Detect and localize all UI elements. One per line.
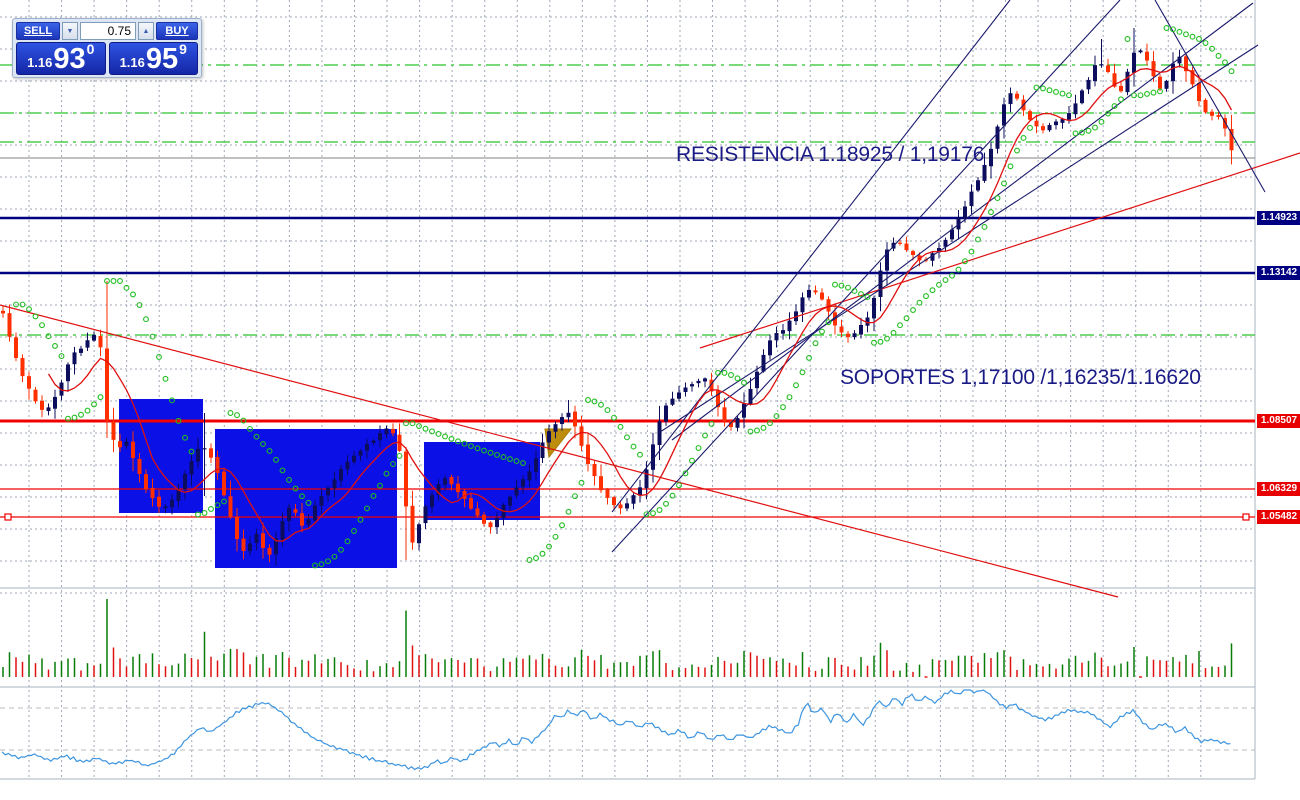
buy-price-button[interactable]: 1.16 95 9	[108, 41, 198, 75]
parabolic-sar-dots	[13, 25, 1235, 569]
line-handles	[4, 513, 1250, 521]
triangle-marker[interactable]	[544, 428, 573, 459]
buy-price-sup: 9	[179, 41, 187, 57]
candles	[1, 28, 1234, 566]
buy-price-base: 1.16	[119, 55, 145, 70]
volume-input[interactable]	[80, 22, 136, 40]
price-level-label: 1.08507	[1257, 414, 1300, 428]
one-click-trade-panel: SELL ▼ ▲ BUY 1.16 93 0 1.16 95 9	[12, 18, 202, 78]
buy-button[interactable]: BUY	[156, 22, 198, 40]
price-level-label: 1.05482	[1257, 510, 1300, 524]
trendlines	[0, 0, 1300, 598]
volume-bars	[2, 599, 1233, 678]
price-level-label: 1.14923	[1257, 211, 1300, 225]
moving-average	[47, 65, 1233, 542]
chevron-down-icon: ▼	[66, 27, 74, 35]
buy-button-label: BUY	[165, 25, 189, 37]
sell-price-base: 1.16	[27, 55, 53, 70]
price-level-label: 1.13142	[1257, 266, 1300, 280]
volume-decrease-button[interactable]: ▼	[62, 22, 78, 40]
sell-button[interactable]: SELL	[16, 22, 60, 40]
resistance-annotation: RESISTENCIA 1.18925 / 1,19176	[676, 143, 985, 166]
pane-borders	[0, 0, 1256, 780]
sell-price-button[interactable]: 1.16 93 0	[16, 41, 106, 75]
horizontal-levels	[0, 216, 1255, 518]
sell-price-big: 93	[53, 43, 86, 75]
trendline-handle[interactable]	[4, 513, 12, 521]
trendline-handle[interactable]	[1242, 513, 1250, 521]
buy-price-big: 95	[145, 43, 179, 75]
support-annotation: SOPORTES 1,17100 /1,16235/1.16620	[840, 366, 1201, 389]
highlight-rectangles	[119, 399, 540, 568]
sell-button-label: SELL	[23, 25, 53, 37]
price-level-label: 1.06329	[1257, 482, 1300, 496]
triangle-layer	[544, 428, 573, 459]
indicator-line	[1, 689, 1231, 771]
volume-increase-button[interactable]: ▲	[138, 22, 154, 40]
chevron-up-icon: ▲	[142, 27, 150, 35]
green-dash-levels	[0, 64, 1255, 336]
sell-price-sup: 0	[86, 41, 95, 57]
